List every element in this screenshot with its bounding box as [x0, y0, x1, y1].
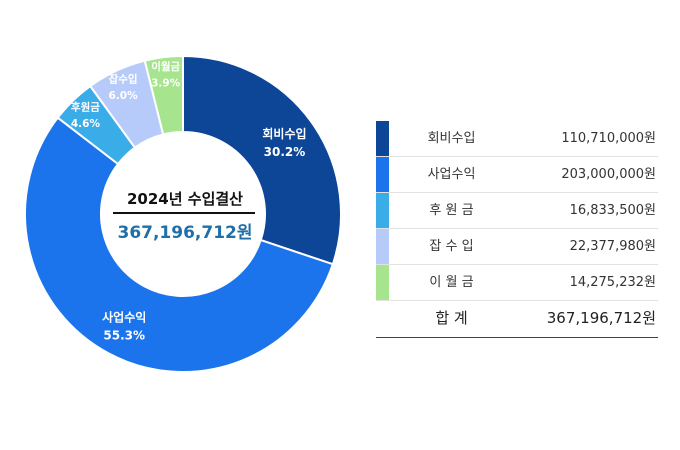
- legend-name: 이 월 금: [429, 275, 474, 290]
- legend-value: 110,710,000원: [561, 131, 656, 146]
- legend-swatch: [376, 265, 389, 300]
- donut-chart: 회비수입 30.2% 사업수익 55.3% 후원금 4.6% 잡수입 6.0% 이월금 3.9%: [24, 54, 342, 373]
- legend-name: 후 원 금: [429, 203, 474, 218]
- chart-total: 367,196,712원: [117, 223, 253, 243]
- title-underline: [113, 212, 255, 214]
- slice-1: [182, 54, 342, 266]
- legend-total-label: 합 계: [435, 309, 468, 327]
- legend-value: 16,833,500원: [569, 203, 656, 218]
- legend-name: 사업수익: [427, 167, 476, 182]
- legend-total-value: 367,196,712원: [546, 309, 656, 327]
- legend-name: 회비수입: [427, 131, 476, 146]
- slice-name-label: 회비수입: [262, 126, 306, 141]
- slice-percent-label: 3.9%: [151, 78, 181, 90]
- legend-swatch: [376, 229, 389, 264]
- slice-2: [24, 116, 335, 373]
- slice-percent-label: 55.3%: [103, 328, 145, 342]
- legend-value: 22,377,980원: [569, 239, 656, 254]
- legend-table: 회비수입 110,710,000원 사업수익 203,000,000원 후 원 …: [376, 121, 658, 338]
- slice-name-label: 이월금: [151, 60, 180, 73]
- slice-percent-label: 30.2%: [264, 145, 306, 159]
- legend-value: 203,000,000원: [561, 167, 656, 182]
- slice-percent-label: 6.0%: [109, 90, 139, 102]
- legend-row-misc-income: 잡 수 입 22,377,980원: [376, 229, 658, 265]
- legend-row-carryover: 이 월 금 14,275,232원: [376, 265, 658, 301]
- slice-name-label: 잡수입: [109, 72, 138, 85]
- slice-5: [143, 54, 184, 136]
- slice-name-label: 사업수익: [102, 309, 146, 324]
- legend-value: 14,275,232원: [569, 275, 656, 290]
- legend-swatch: [376, 193, 389, 228]
- slice-percent-label: 4.6%: [71, 118, 101, 130]
- legend-row-donations: 후 원 금 16,833,500원: [376, 193, 658, 229]
- chart-title: 2024년 수입결산: [127, 190, 243, 208]
- legend-swatch: [376, 157, 389, 192]
- slice-name-label: 후원금: [71, 101, 100, 114]
- legend-row-membership-fees: 회비수입 110,710,000원: [376, 121, 658, 157]
- legend-row-total: 합 계 367,196,712원: [376, 301, 658, 338]
- legend-name: 잡 수 입: [429, 239, 474, 254]
- legend-row-business-income: 사업수익 203,000,000원: [376, 157, 658, 193]
- legend-swatch: [376, 121, 389, 156]
